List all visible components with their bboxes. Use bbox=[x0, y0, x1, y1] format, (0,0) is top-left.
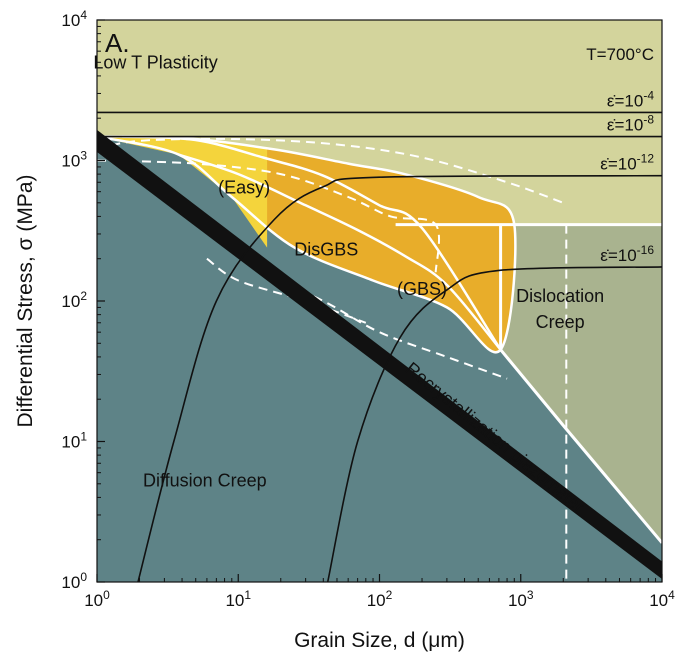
boundary-dashed-4 bbox=[206, 257, 367, 324]
series-layer bbox=[97, 111, 663, 583]
tick-exp: 3 bbox=[80, 149, 87, 163]
tick-base: 10 bbox=[649, 591, 668, 610]
region-label-disgbs: DisGBS bbox=[294, 240, 358, 260]
x-tick-label-1: 101 bbox=[225, 588, 251, 610]
strain-rate-exp: -4 bbox=[643, 88, 654, 102]
tick-base: 10 bbox=[61, 433, 80, 452]
tick-base: 10 bbox=[61, 11, 80, 30]
tick-base: 10 bbox=[508, 591, 527, 610]
y-tick-label-0: 100 bbox=[61, 570, 87, 592]
y-tick-label-2: 102 bbox=[61, 289, 87, 311]
x-tick-label-3: 103 bbox=[508, 588, 534, 610]
strain-rate-line-4 bbox=[326, 266, 663, 583]
y-axis-title: Differential Stress, σ (MPa) bbox=[14, 175, 37, 428]
boundary-diffusion-dislocation-solid bbox=[499, 348, 664, 544]
region-label-easy: (Easy) bbox=[218, 178, 270, 198]
tick-exp: 0 bbox=[103, 588, 110, 602]
tick-exp: 1 bbox=[80, 430, 87, 444]
tick-base: 10 bbox=[84, 591, 103, 610]
tick-exp: 2 bbox=[386, 588, 393, 602]
strain-rate-exp: -8 bbox=[643, 113, 654, 127]
strain-rate-label-3: ε̇=10-12 bbox=[600, 152, 654, 174]
strain-rate-label-2: ε̇=10-8 bbox=[607, 113, 654, 135]
strain-rate-line-3 bbox=[137, 174, 663, 583]
boundary-dashed-1 bbox=[96, 137, 564, 204]
region-label-low-t-plasticity: Low T Plasticity bbox=[93, 53, 217, 73]
temperature-label: T=700°C bbox=[586, 45, 654, 64]
x-axis-title: Grain Size, d (μm) bbox=[294, 629, 465, 652]
strain-rate-base: ε̇=10 bbox=[600, 246, 636, 265]
region-easy bbox=[97, 136, 268, 248]
piezometer-band bbox=[97, 129, 662, 579]
tick-exp: 4 bbox=[80, 8, 87, 22]
tick-exp: 2 bbox=[80, 289, 87, 303]
region-label-gbs: (GBS) bbox=[397, 279, 447, 299]
strain-rate-label-4: ε̇=10-16 bbox=[600, 243, 654, 265]
strain-rate-base: ε̇=10 bbox=[600, 155, 636, 174]
tick-exp: 1 bbox=[244, 588, 251, 602]
tick-base: 10 bbox=[367, 591, 386, 610]
region-label-dislocation: Dislocation bbox=[516, 286, 604, 306]
tick-base: 10 bbox=[61, 573, 80, 592]
region-dislocation-creep bbox=[500, 224, 662, 543]
strain-rate-base: ε̇=10 bbox=[607, 91, 643, 110]
boundary-disgbs-outline bbox=[96, 135, 517, 354]
region-label-diffusion-creep: Diffusion Creep bbox=[143, 470, 267, 490]
strain-rate-exp: -12 bbox=[637, 152, 655, 166]
panel-label: A. bbox=[105, 28, 130, 58]
tick-exp: 0 bbox=[80, 570, 87, 584]
tick-base: 10 bbox=[61, 292, 80, 311]
strain-rate-base: ε̇=10 bbox=[607, 116, 643, 135]
tick-exp: 4 bbox=[668, 588, 675, 602]
y-tick-label-1: 101 bbox=[61, 430, 87, 452]
strain-rate-label-1: ε̇=10-4 bbox=[607, 88, 654, 110]
region-label-creep: Creep bbox=[536, 312, 585, 332]
x-tick-label-4: 104 bbox=[649, 588, 675, 610]
region-disgbs bbox=[97, 136, 516, 353]
strain-rate-exp: -16 bbox=[637, 243, 655, 257]
tick-base: 10 bbox=[61, 152, 80, 171]
tick-exp: 3 bbox=[527, 588, 534, 602]
plot-area: Low T Plasticity Diffusion Creep Dislocati… bbox=[93, 20, 664, 583]
x-tick-label-2: 102 bbox=[367, 588, 393, 610]
y-tick-label-4: 104 bbox=[61, 8, 87, 30]
boundary-dashed-2 bbox=[96, 159, 440, 273]
x-tick-label-0: 100 bbox=[84, 588, 110, 610]
tick-base: 10 bbox=[225, 591, 244, 610]
y-tick-label-3: 103 bbox=[61, 149, 87, 171]
